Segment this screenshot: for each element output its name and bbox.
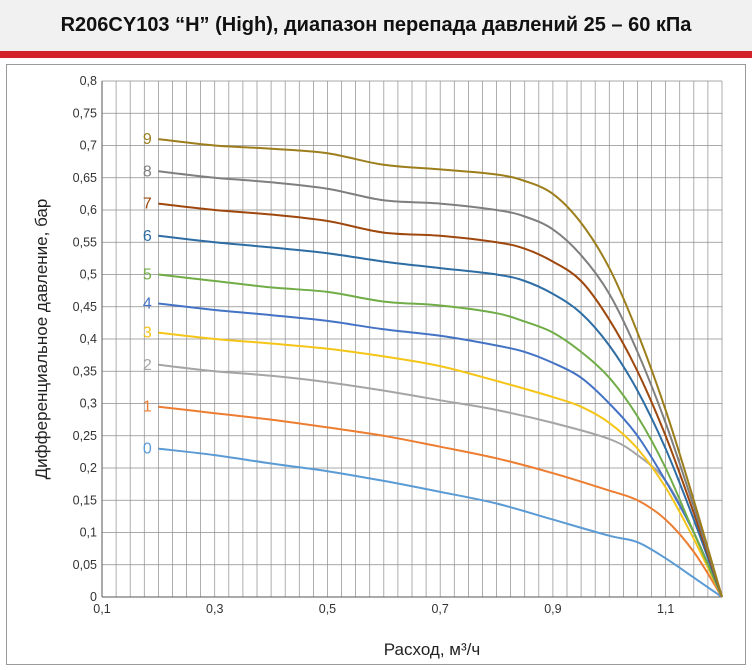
series-label-9: 9 (143, 131, 152, 148)
series-label-7: 7 (143, 196, 152, 213)
y-tick-label: 0,45 (73, 300, 97, 314)
y-tick-label: 0,6 (80, 203, 97, 217)
series-line-0 (158, 447, 723, 598)
y-tick-label: 0,2 (80, 461, 97, 475)
y-tick-label: 0,05 (73, 558, 97, 572)
chart-title: R206CY103 “H” (High), диапазон перепада … (60, 14, 692, 36)
y-tick-label: 0,25 (73, 429, 97, 443)
x-tick-label: 0,7 (431, 602, 448, 616)
y-tick-label: 0,4 (80, 332, 97, 346)
series-label-0: 0 (143, 441, 152, 458)
x-axis-title: Расход, м³/ч (384, 640, 480, 659)
y-tick-label: 0,3 (80, 397, 97, 411)
y-tick-label: 0,8 (80, 74, 97, 88)
series-line-4 (158, 302, 723, 598)
y-tick-label: 0,1 (80, 526, 97, 540)
series-label-6: 6 (143, 228, 152, 245)
series-label-5: 5 (143, 267, 152, 284)
y-tick-label: 0,5 (80, 268, 97, 282)
series-line-3 (158, 331, 723, 598)
chart-plot: 00,050,10,150,20,250,30,350,40,450,50,55… (32, 74, 723, 659)
series-line-6 (158, 234, 723, 598)
chart-frame: 0 0,05 0,1 0,15 0,2 0,25 0,3 0,35 0,4 0,45 0,5 0,55… (6, 64, 746, 665)
chart-header: R206CY103 “H” (High), диапазон перепада … (0, 0, 752, 58)
y-tick-label: 0,65 (73, 171, 97, 185)
y-tick-label: 0,75 (73, 106, 97, 120)
x-tick-label: 0,9 (544, 602, 561, 616)
series-label-8: 8 (143, 163, 152, 180)
series-line-8 (158, 170, 723, 598)
x-tick-label: 0,3 (206, 602, 223, 616)
x-tick-label: 0,1 (93, 602, 110, 616)
series-label-3: 3 (143, 325, 152, 342)
series-line-9 (158, 138, 723, 598)
x-tick-label: 0,5 (319, 602, 336, 616)
y-axis-title: Дифференциальное давление, бар (32, 199, 51, 480)
y-tick-label: 0,35 (73, 364, 97, 378)
series-line-5 (158, 273, 723, 598)
x-tick-label: 1,1 (657, 602, 674, 616)
series-label-2: 2 (143, 357, 152, 374)
y-tick-label: 0,7 (80, 139, 97, 153)
y-tick-label: 0 (90, 590, 97, 604)
series-line-1 (158, 405, 723, 598)
series-line-7 (158, 202, 723, 598)
y-tick-label: 0,55 (73, 235, 97, 249)
y-tick-label: 0,15 (73, 493, 97, 507)
series-label-1: 1 (143, 399, 152, 416)
series-label-4: 4 (143, 296, 152, 313)
